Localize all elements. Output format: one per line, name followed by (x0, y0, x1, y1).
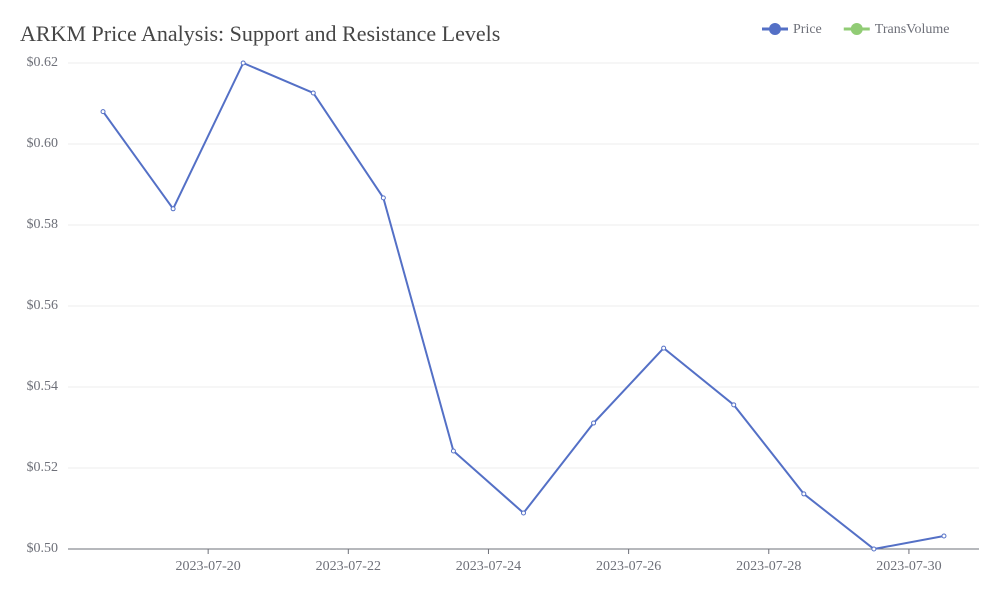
data-point (240, 60, 246, 66)
data-point (941, 533, 947, 539)
x-tick-label: 2023-07-20 (175, 559, 240, 574)
data-point (450, 448, 456, 454)
x-tick-label: 2023-07-22 (316, 559, 381, 574)
data-point (170, 206, 176, 212)
y-tick-label: $0.56 (27, 298, 59, 313)
legend-swatch (769, 23, 781, 35)
x-tick-label: 2023-07-24 (456, 559, 521, 574)
legend-label: Price (793, 22, 822, 37)
data-point (801, 491, 807, 497)
legend-swatch (850, 23, 863, 35)
y-tick-label: $0.50 (27, 541, 59, 556)
data-point (731, 402, 737, 408)
y-tick-label: $0.60 (27, 136, 59, 151)
data-point (310, 90, 316, 96)
data-point (661, 345, 667, 351)
y-tick-label: $0.58 (27, 217, 59, 232)
legend-label: TransVolume (875, 22, 950, 37)
data-point (100, 109, 106, 115)
x-tick-label: 2023-07-28 (736, 559, 801, 574)
y-tick-label: $0.54 (27, 379, 59, 394)
data-point (380, 195, 386, 201)
y-tick-label: $0.52 (27, 460, 59, 475)
x-tick-label: 2023-07-30 (876, 559, 941, 574)
data-point (521, 510, 526, 516)
data-point (871, 546, 877, 552)
chart-title: ARKM Price Analysis: Support and Resista… (20, 21, 500, 46)
x-tick-label: 2023-07-26 (596, 559, 661, 574)
data-point (591, 420, 597, 426)
y-tick-label: $0.62 (27, 55, 59, 70)
